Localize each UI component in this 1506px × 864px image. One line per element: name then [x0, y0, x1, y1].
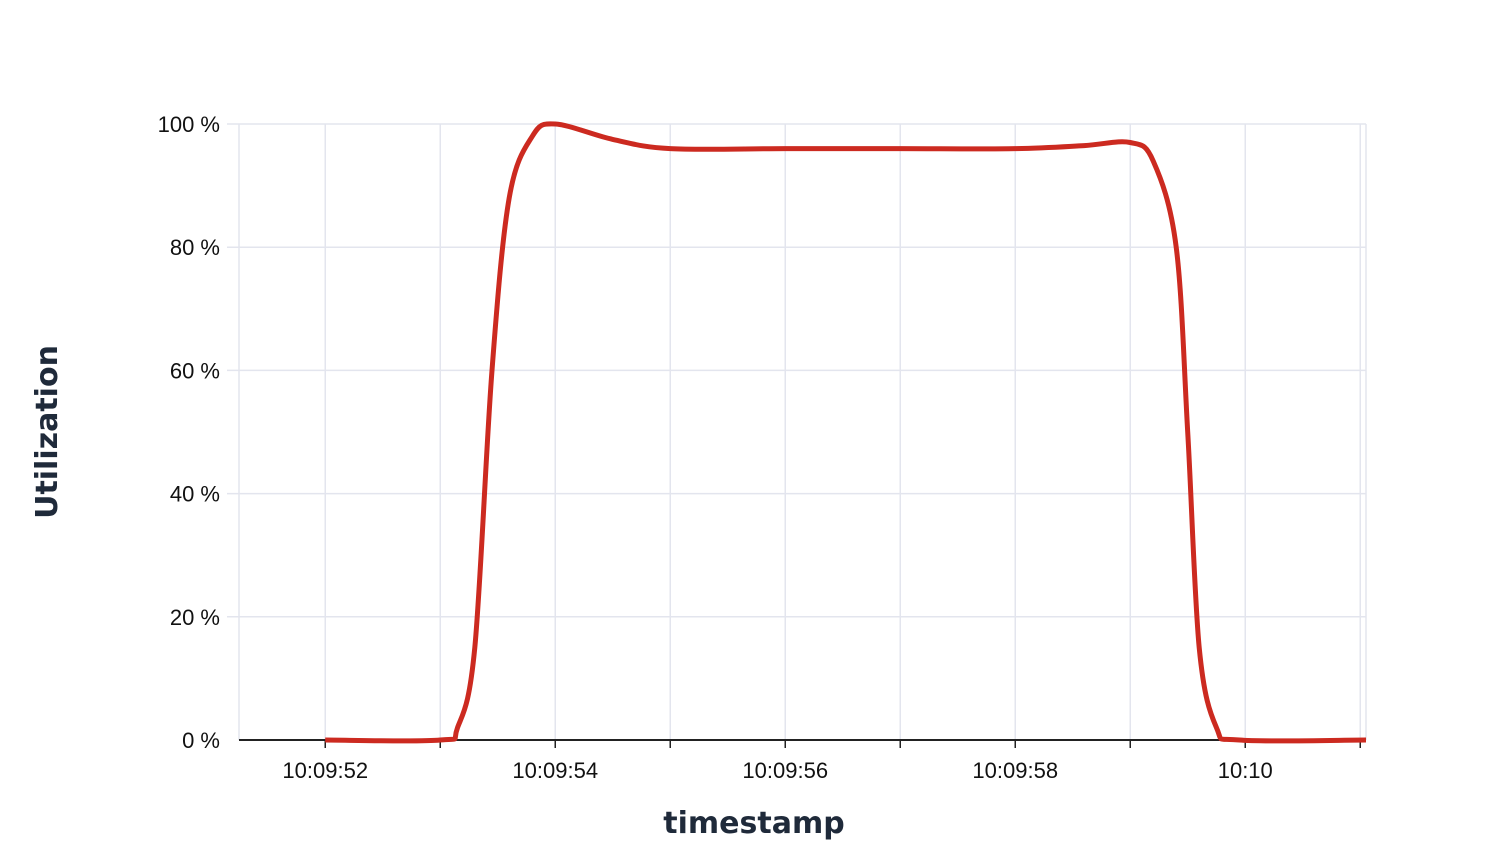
- x-tick-label: 10:09:52: [282, 758, 368, 783]
- x-tick-label: 10:09:58: [972, 758, 1058, 783]
- y-tick-label: 80 %: [170, 235, 220, 260]
- y-axis-title: Utilization: [30, 345, 65, 519]
- x-tick-label: 10:09:54: [512, 758, 598, 783]
- tick-labels: 0 % 20 % 40 % 60 % 80 % 100 % 10:09:52 10:09:54…: [158, 112, 1273, 783]
- x-axis-title: timestamp: [663, 806, 844, 841]
- x-tick-label: 10:10: [1218, 758, 1273, 783]
- series-line: [325, 121, 1367, 744]
- grid-lines: [227, 123, 1367, 740]
- y-tick-label: 20 %: [170, 605, 220, 630]
- y-tick-label: 60 %: [170, 358, 220, 383]
- series-layer: [325, 121, 1367, 744]
- y-tick-label: 100 %: [158, 112, 220, 137]
- y-tick-label: 40 %: [170, 482, 220, 507]
- y-tick-label: 0 %: [182, 728, 220, 753]
- x-tick-label: 10:09:56: [742, 758, 828, 783]
